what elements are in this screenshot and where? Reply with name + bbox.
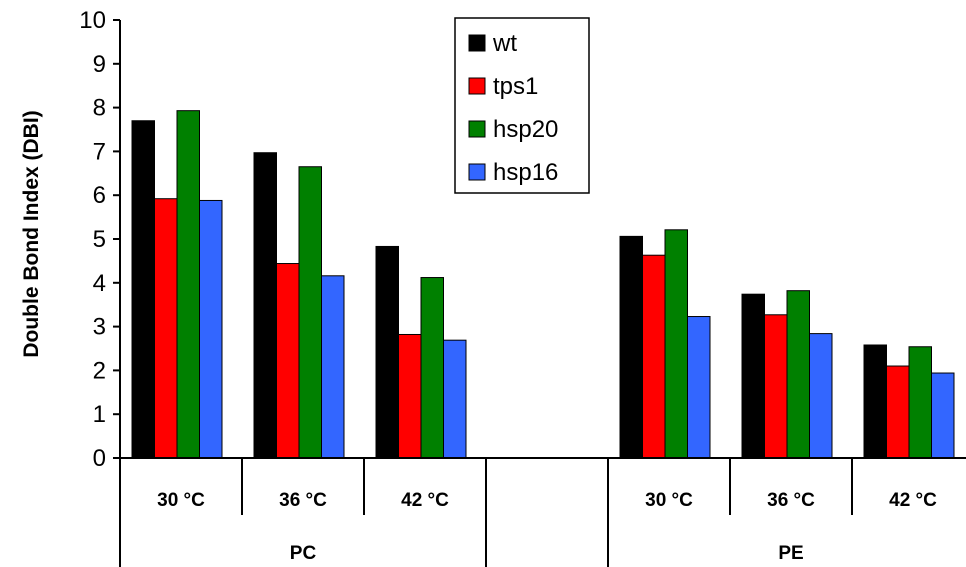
bar-pc-hsp20-1 (176, 110, 200, 459)
legend: wt tps1 hsp20 hsp16 (454, 17, 590, 194)
y-tick-label: 9 (93, 51, 106, 78)
legend-label-hsp16: hsp16 (493, 159, 558, 186)
bar-pc-hsp20-2 (298, 166, 322, 459)
y-tick-label: 0 (93, 445, 106, 472)
legend-swatch-hsp20 (468, 120, 486, 138)
x-category-label: 42 °C (889, 490, 937, 511)
legend-swatch-hsp16 (468, 163, 486, 181)
bar-pe-tps1-3 (886, 365, 910, 459)
bar-pe-hsp20-3 (908, 346, 932, 459)
y-axis: 0 1 2 3 4 5 6 7 8 9 10 (79, 7, 121, 472)
bar-pc-wt-3 (375, 245, 399, 459)
legend-label-hsp20: hsp20 (493, 116, 558, 143)
bar-pc-hsp16-2 (321, 275, 345, 459)
y-tick-label: 8 (93, 95, 106, 122)
bar-pe-hsp20-2 (786, 290, 810, 459)
bar-pc-hsp16-3 (443, 339, 467, 459)
x-axis: 30 °C 36 °C 42 °C 30 °C 36 °C 42 °C PC PE (119, 457, 966, 567)
x-category-label: 42 °C (401, 490, 449, 511)
bar-pc-tps1-2 (276, 263, 300, 459)
x-group-label: PC (290, 543, 317, 564)
bar-pc-hsp16-1 (199, 199, 223, 459)
bar-pc-tps1-3 (398, 333, 422, 459)
y-tick-label: 1 (93, 401, 106, 428)
y-axis-label: Double Bond Index (DBI) (20, 110, 43, 357)
y-tick-label: 7 (93, 138, 106, 165)
bar-pe-wt-1 (619, 235, 643, 459)
y-tick-label: 3 (93, 314, 106, 341)
bar-pc-tps1-1 (154, 198, 178, 459)
y-tick-label: 5 (93, 226, 106, 253)
bar-pe-hsp16-3 (931, 372, 955, 459)
x-category-label: 36 °C (767, 490, 815, 511)
bar-pe-hsp16-1 (687, 316, 711, 459)
bar-pc-wt-2 (253, 152, 277, 459)
bar-pc-wt-1 (131, 120, 155, 459)
bar-pe-hsp20-1 (664, 229, 688, 459)
legend-label-wt: wt (492, 30, 517, 57)
bar-pe-tps1-1 (642, 254, 666, 459)
bars (131, 110, 955, 459)
x-group-label: PE (778, 543, 803, 564)
bar-pe-hsp16-2 (809, 333, 833, 459)
x-category-label: 30 °C (157, 490, 205, 511)
legend-label-tps1: tps1 (493, 73, 538, 100)
bar-pc-hsp20-3 (420, 277, 444, 459)
bar-pe-wt-2 (741, 293, 765, 459)
x-category-label: 36 °C (279, 490, 327, 511)
bar-pe-wt-3 (863, 344, 887, 459)
x-category-label: 30 °C (645, 490, 693, 511)
bar-pe-tps1-2 (764, 314, 788, 459)
legend-swatch-tps1 (468, 77, 486, 95)
y-tick-label: 2 (93, 357, 106, 384)
legend-swatch-wt (468, 34, 486, 52)
y-tick-label: 6 (93, 182, 106, 209)
y-tick-label: 4 (93, 270, 106, 297)
y-tick-label: 10 (79, 7, 106, 34)
